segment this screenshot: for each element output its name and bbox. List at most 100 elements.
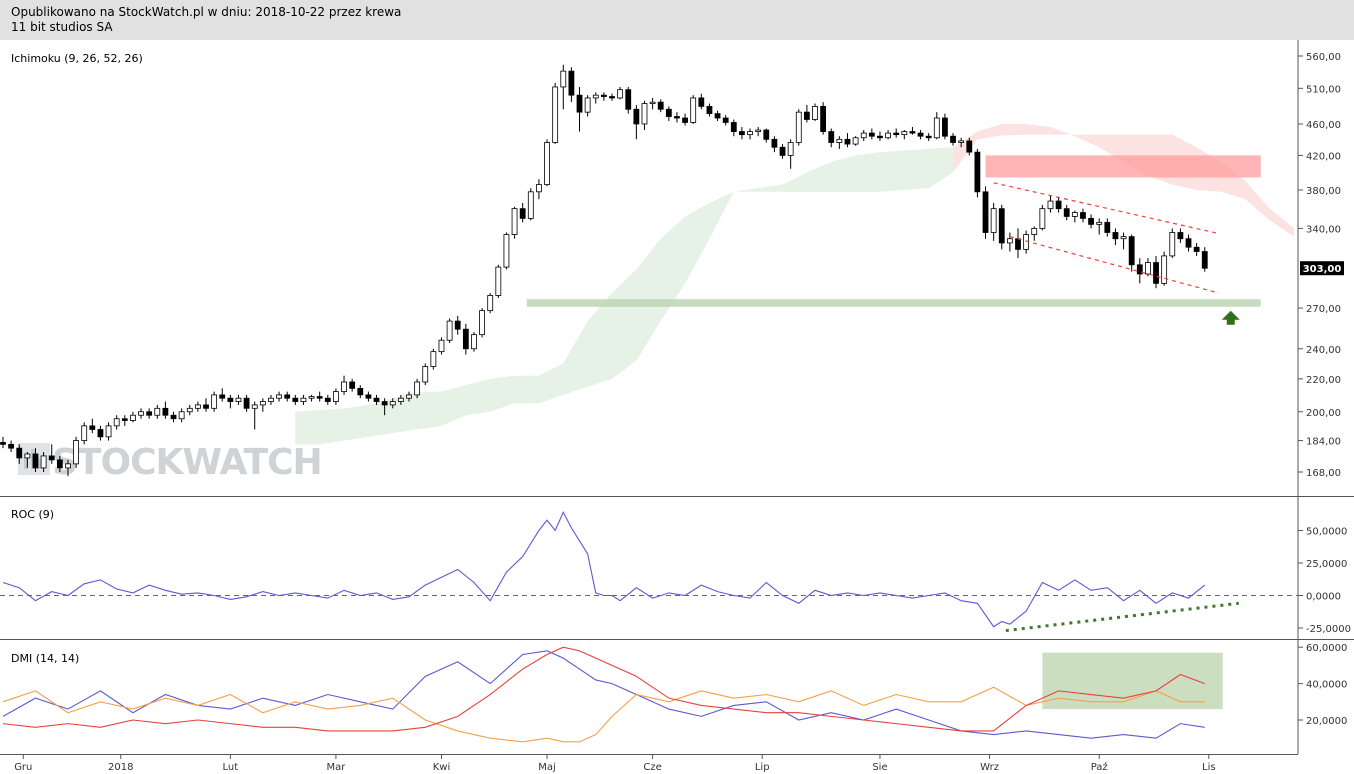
candle xyxy=(706,103,713,117)
dmi-tick-label: 20,0000 xyxy=(1306,716,1347,727)
candle xyxy=(1128,234,1135,272)
candle-body xyxy=(162,407,169,416)
candle xyxy=(276,391,282,402)
candle-body xyxy=(446,320,453,341)
watermark-text: STOCKWATCH xyxy=(52,442,322,483)
candle-body xyxy=(600,94,607,97)
candle xyxy=(235,394,242,405)
candle-body xyxy=(243,397,250,409)
candle-body xyxy=(747,131,753,136)
candle-body xyxy=(641,103,648,125)
candle xyxy=(1120,232,1127,250)
candle xyxy=(186,404,193,416)
candle xyxy=(479,308,485,338)
candle-body xyxy=(1063,208,1070,217)
candle xyxy=(24,452,31,468)
candle-body xyxy=(471,334,477,350)
candle-body xyxy=(714,113,721,119)
candle xyxy=(836,136,843,149)
candle-body xyxy=(454,320,461,330)
candle-body xyxy=(1153,262,1159,284)
price-tick-label: 510,00 xyxy=(1306,84,1341,95)
channel-upper-line xyxy=(993,182,1219,235)
candle xyxy=(1088,214,1094,229)
price-panel-title: Ichimoku (9, 26, 52, 26) xyxy=(11,52,143,65)
dmi-panel-title: DMI (14, 14) xyxy=(11,652,79,665)
candle-body xyxy=(251,404,258,409)
candle-body xyxy=(1120,236,1127,240)
candle xyxy=(251,401,258,430)
candle xyxy=(828,128,835,148)
candle xyxy=(1080,208,1086,223)
month-tick-label: Paź xyxy=(1091,761,1108,773)
candle-body xyxy=(1047,200,1054,210)
y-axis-ticks: 560,00 510,00 460,00 420,00 380,00 340,00 270,… xyxy=(1298,52,1351,727)
candle xyxy=(389,398,396,409)
candle xyxy=(1104,218,1111,237)
candle xyxy=(1145,258,1151,277)
candle xyxy=(633,104,640,140)
candle-body xyxy=(544,142,550,185)
candle-body xyxy=(1031,228,1038,235)
month-tick-label: Kwi xyxy=(433,762,451,773)
month-tick-label: Lip xyxy=(755,762,770,773)
candle xyxy=(1047,195,1054,213)
candle xyxy=(722,115,729,126)
candle xyxy=(422,363,429,386)
candle-body xyxy=(438,339,445,353)
candle-body xyxy=(1136,264,1143,275)
candle xyxy=(454,315,461,335)
candle-body xyxy=(121,418,128,421)
x-axis-ticks: Gru 2018 Lut Mar Kwi Maj Cze Lip Sie Wrz Paź Lis xyxy=(14,754,1216,773)
candle-body xyxy=(568,70,575,96)
price-tick-label: 270,00 xyxy=(1306,304,1341,315)
candle-body xyxy=(292,397,299,402)
up-arrow-icon xyxy=(1221,310,1240,325)
candle-body xyxy=(462,328,469,350)
candle xyxy=(1169,228,1176,259)
month-tick-label: Wrz xyxy=(980,762,999,773)
candle-body xyxy=(284,394,291,399)
candle-body xyxy=(763,129,770,140)
candle xyxy=(730,119,737,137)
candle xyxy=(771,136,778,153)
candle-body xyxy=(178,411,185,420)
candle-body xyxy=(381,401,388,406)
candle-body xyxy=(357,387,364,396)
candle-body xyxy=(389,401,396,406)
candle xyxy=(194,401,201,412)
adx-line xyxy=(2,646,1205,732)
dmi-highlight-box xyxy=(1042,652,1223,710)
candle xyxy=(292,394,299,405)
candle xyxy=(357,385,364,399)
candle xyxy=(966,137,973,156)
candle-body xyxy=(860,132,867,139)
candle-body xyxy=(373,397,380,402)
month-tick-label: Mar xyxy=(326,762,346,773)
candle-body xyxy=(893,132,900,136)
candle xyxy=(787,139,794,169)
candle xyxy=(1071,210,1078,223)
roc-tick-label: 0,0000 xyxy=(1306,592,1341,603)
candle-body xyxy=(942,117,948,137)
candle xyxy=(211,391,218,412)
candle xyxy=(1153,255,1159,289)
candle xyxy=(990,202,997,241)
candle xyxy=(1006,232,1013,252)
candle-body xyxy=(154,407,161,416)
candle-body xyxy=(560,70,567,88)
candle-body xyxy=(527,191,534,219)
candle xyxy=(16,444,23,464)
candle xyxy=(414,378,421,399)
candle-body xyxy=(487,295,494,312)
candle-body xyxy=(138,411,144,416)
dmi-tick-label: 40,0000 xyxy=(1306,680,1347,691)
candle-body xyxy=(844,138,851,145)
candle xyxy=(950,133,956,146)
candle-body xyxy=(820,105,827,132)
candle xyxy=(641,100,648,131)
candle xyxy=(203,398,209,412)
candle xyxy=(860,130,867,141)
candle-body xyxy=(885,132,891,139)
candle-body xyxy=(1080,212,1086,219)
